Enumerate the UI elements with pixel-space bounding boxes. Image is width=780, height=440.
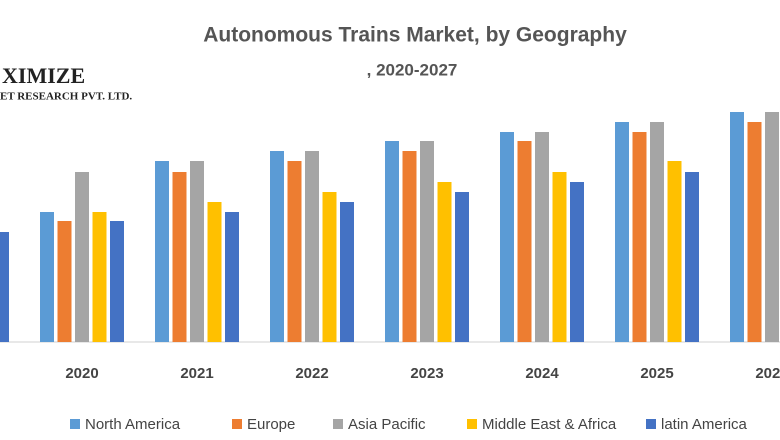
bar	[305, 151, 319, 342]
legend-swatch	[333, 419, 343, 429]
bar	[402, 151, 417, 342]
bar	[615, 122, 629, 342]
bar	[747, 122, 762, 342]
x-tick-label: 2025	[640, 365, 673, 382]
legend-label: Asia Pacific	[348, 416, 426, 433]
bar	[517, 141, 532, 342]
bar	[57, 221, 72, 342]
bar	[385, 141, 399, 342]
bar	[765, 112, 779, 342]
legend-label: Middle East & Africa	[482, 416, 617, 433]
bar	[570, 182, 584, 342]
x-tick-label: 2023	[410, 365, 443, 382]
legend-swatch	[232, 419, 242, 429]
bar	[730, 112, 744, 342]
legend-swatch	[646, 419, 656, 429]
legend-label: latin America	[661, 416, 748, 433]
legend-swatch	[70, 419, 80, 429]
bar	[172, 172, 187, 342]
bar	[650, 122, 664, 342]
bar	[40, 212, 54, 342]
bar	[155, 161, 169, 342]
bar	[437, 182, 452, 342]
bar	[190, 161, 204, 342]
legend-label: Europe	[247, 416, 295, 433]
x-tick-label: 2022	[295, 365, 328, 382]
chart-subtitle: , 2020-2027	[367, 60, 458, 79]
logo-name: XIMIZE	[2, 63, 85, 88]
bar	[225, 212, 239, 342]
bar	[455, 192, 469, 342]
bar	[287, 161, 302, 342]
logo-subname: ET RESEARCH PVT. LTD.	[0, 91, 132, 103]
x-tick-label: 2020	[65, 365, 98, 382]
bar	[75, 172, 89, 342]
bar	[420, 141, 434, 342]
x-tick-label: 2021	[180, 365, 213, 382]
bar	[270, 151, 284, 342]
legend-label: North America	[85, 416, 181, 433]
bar	[535, 132, 549, 342]
bar	[0, 232, 9, 342]
bar	[92, 212, 107, 342]
bar	[667, 161, 682, 342]
bar	[340, 202, 354, 342]
x-tick-label: 2024	[525, 365, 559, 382]
bar	[552, 172, 567, 342]
bar	[685, 172, 699, 342]
x-tick-label: 2026	[755, 365, 780, 382]
legend-swatch	[467, 419, 477, 429]
bar	[110, 221, 124, 342]
bar	[632, 132, 647, 342]
bar	[207, 202, 222, 342]
bar	[500, 132, 514, 342]
chart-title: Autonomous Trains Market, by Geography	[203, 24, 627, 47]
bar	[322, 192, 337, 342]
